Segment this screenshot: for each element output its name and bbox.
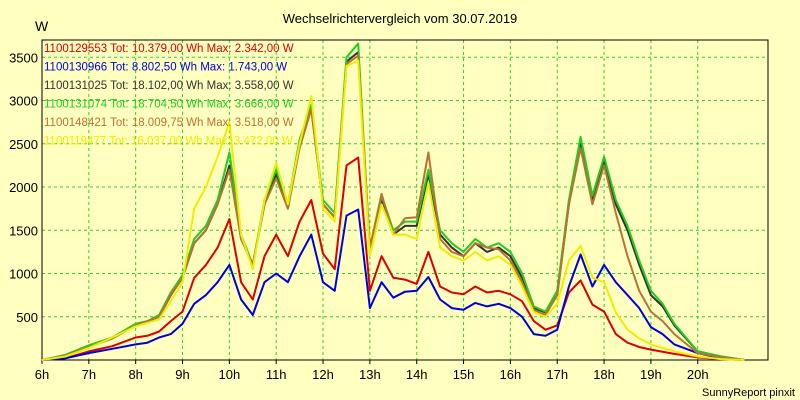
series-line-2 [41,208,745,361]
legend-entry-2: 1100130966 Tot: 8.802,50 Wh Max: 1.743,0… [44,62,287,74]
x-tick-label: 14h [406,367,428,382]
legend-entry-3: 1100131025 Tot: 18.102,00 Wh Max: 3.558,… [44,80,294,92]
series-line-6 [41,59,745,361]
x-tick-label: 11h [266,367,287,382]
y-tick-label: 3500 [9,50,38,65]
x-tick-label: 12h [312,367,334,382]
y-tick-label: 1500 [9,223,38,238]
footer-credit: SunnyReport pinxit [702,387,795,399]
x-tick-label: 9h [175,367,189,382]
x-tick-label: 16h [500,367,522,382]
chart-title: Wechselrichtervergleich vom 30.07.2019 [283,11,518,26]
legend-entry-6: 1100119477 Tot: 16.037,00 Wh Max: 3.472,… [44,136,293,148]
plot-frame [41,39,769,361]
x-tick-label: 20h [687,367,709,382]
series-lines [41,42,745,361]
y-tick-label: 500 [16,310,38,325]
y-tick-label: 2500 [9,137,38,152]
legend-entry-4: 1100131074 Tot: 18.704,50 Wh Max: 3.666,… [44,99,294,111]
y-axis-label: W [35,18,49,34]
x-tick-label: 17h [546,367,568,382]
x-tick-label: 8h [128,367,142,382]
x-tick-label: 6h [35,367,49,382]
y-tick-label: 3000 [9,94,38,109]
series-line-5 [41,54,745,361]
legend-entry-5: 1100148421 Tot: 18.009,75 Wh Max: 3.518,… [44,117,294,129]
y-tick-label: 1000 [9,267,38,282]
x-tick-label: 7h [82,367,96,382]
axes: 500 1000 1500 2000 2500 3000 3500 6h 7h 8h 9h 10h 11… [9,39,769,382]
x-tick-label: 15h [453,367,475,382]
legend: 1100129553 Tot: 10.379,00 Wh Max: 2.342,… [44,43,294,148]
x-tick-label: 18h [593,367,615,382]
x-tick-label: 13h [359,367,381,382]
series-line-1 [41,156,745,361]
x-tick-label: 10h [219,367,241,382]
legend-entry-1: 1100129553 Tot: 10.379,00 Wh Max: 2.342,… [44,43,294,55]
y-tick-label: 2000 [9,180,38,195]
x-tick-label: 19h [640,367,662,382]
